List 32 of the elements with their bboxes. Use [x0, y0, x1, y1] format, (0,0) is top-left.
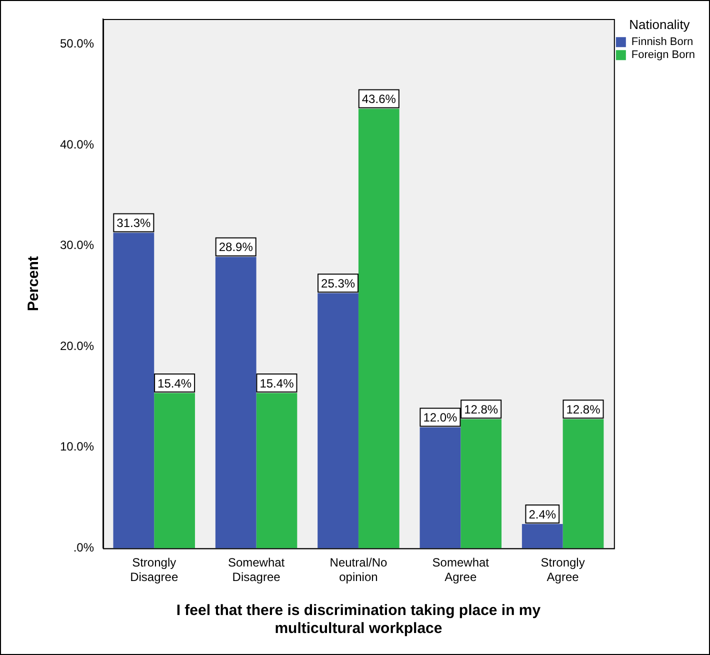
x-tick-label: Neutral/No opinion — [330, 556, 388, 584]
y-tick-label: 30.0% — [60, 238, 94, 252]
data-label: 15.4% — [260, 376, 294, 390]
y-tick-label: .0% — [73, 540, 94, 555]
x-axis-title: I feel that there is discrimination taking place in my multicultural workplace — [176, 602, 542, 638]
bar — [215, 256, 256, 548]
data-label: 31.3% — [116, 216, 152, 230]
data-label: 12.0% — [423, 410, 458, 425]
legend-label: Foreign Born — [631, 49, 696, 62]
y-tick-label: 10.0% — [60, 440, 94, 454]
bar — [522, 524, 563, 548]
data-label: 12.8% — [464, 402, 498, 416]
data-label: 15.4% — [158, 376, 192, 390]
y-axis-title: Percent — [25, 256, 42, 312]
data-label: 28.9% — [218, 240, 254, 254]
y-tick-label: 20.0% — [60, 338, 94, 353]
y-tick-label: 40.0% — [60, 137, 94, 152]
x-tick-label: Strongly Disagree — [130, 556, 178, 584]
bar — [318, 293, 358, 548]
data-label: 43.6% — [362, 92, 396, 106]
data-label: 2.4% — [528, 507, 556, 522]
y-tick-label: 50.0% — [60, 36, 94, 51]
data-label: 25.3% — [321, 276, 356, 290]
x-tick-label: Strongly Agree — [540, 556, 585, 584]
legend-title: Nationality — [629, 17, 690, 32]
bar — [358, 108, 400, 548]
data-label: 12.8% — [566, 402, 601, 416]
x-tick-label: Somewhat Agree — [432, 556, 490, 584]
bar — [460, 419, 502, 548]
bar — [562, 419, 604, 548]
x-tick-label: Somewhat Disagree — [228, 556, 286, 584]
legend-label: Finnish Born — [631, 36, 694, 48]
